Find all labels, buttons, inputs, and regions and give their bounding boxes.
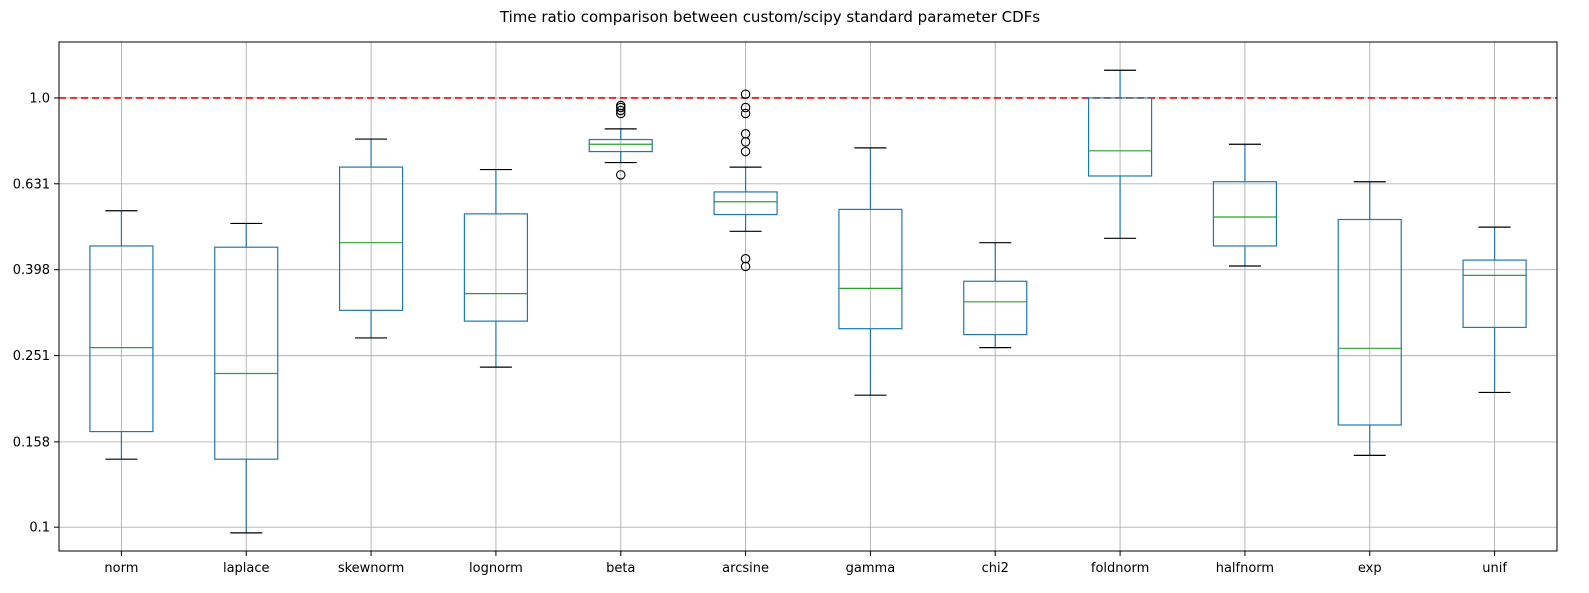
grid-layer	[59, 42, 1557, 551]
box-iqr	[838, 208, 903, 330]
box-beta	[588, 100, 653, 180]
box-gamma	[838, 147, 903, 396]
outlier-point	[740, 102, 751, 113]
box-skewnorm	[338, 138, 404, 339]
box-iqr	[463, 213, 529, 322]
box-halfnorm	[1212, 143, 1278, 267]
x-tick-label: unif	[1482, 561, 1507, 576]
outlier-point	[740, 108, 751, 119]
box-exp	[1337, 181, 1402, 456]
box-norm	[89, 210, 154, 460]
y-tick-label: 0.631	[13, 177, 50, 192]
box-iqr	[1087, 97, 1153, 177]
box-lognorm	[463, 168, 529, 368]
x-tick-label: chi2	[982, 561, 1009, 576]
outlier-point	[615, 170, 626, 180]
box-iqr	[1337, 218, 1402, 426]
outlier-point	[615, 105, 626, 116]
box-unif	[1462, 226, 1527, 394]
axes-layer: 0.1 0.158 0.251 0.398 0.631 1.0 norm laplace ske…	[13, 41, 1558, 576]
box-laplace	[214, 222, 279, 534]
plot-frame	[58, 41, 1558, 552]
x-tick-label: exp	[1358, 561, 1382, 576]
box-chi2	[963, 242, 1028, 349]
box-iqr	[963, 280, 1028, 336]
box-iqr	[214, 246, 279, 460]
box-iqr	[338, 166, 404, 311]
outlier-point	[740, 89, 751, 100]
outlier-point	[615, 100, 626, 111]
box-foldnorm	[1087, 69, 1153, 239]
y-tick-label: 0.398	[13, 263, 50, 278]
y-tick-label: 1.0	[29, 91, 50, 106]
x-tick-label: gamma	[846, 561, 896, 576]
x-tick-label: arcsine	[722, 561, 769, 576]
x-tick-label: halfnorm	[1216, 561, 1274, 576]
x-tick-label: lognorm	[469, 561, 523, 576]
x-tick-label: skewnorm	[338, 561, 404, 576]
box-iqr	[89, 245, 154, 433]
box-arcsine	[713, 89, 778, 272]
box-iqr	[713, 191, 778, 216]
outlier-point	[740, 254, 751, 264]
y-tick-label: 0.1	[29, 521, 50, 536]
y-tick-label: 0.251	[13, 349, 50, 364]
x-tick-label: norm	[104, 561, 138, 576]
box-iqr	[1212, 181, 1278, 247]
chart-title: Time ratio comparison between custom/sci…	[499, 8, 1040, 26]
outlier-point	[740, 146, 751, 157]
outlier-point	[740, 129, 751, 139]
x-tick-label: beta	[606, 561, 635, 576]
box-iqr	[588, 138, 653, 153]
x-tick-label: laplace	[223, 561, 270, 576]
boxes-layer	[89, 69, 1527, 534]
outlier-point	[740, 261, 751, 272]
y-tick-label: 0.158	[13, 435, 50, 450]
box-iqr	[1462, 259, 1527, 329]
x-tick-label: foldnorm	[1091, 561, 1149, 576]
